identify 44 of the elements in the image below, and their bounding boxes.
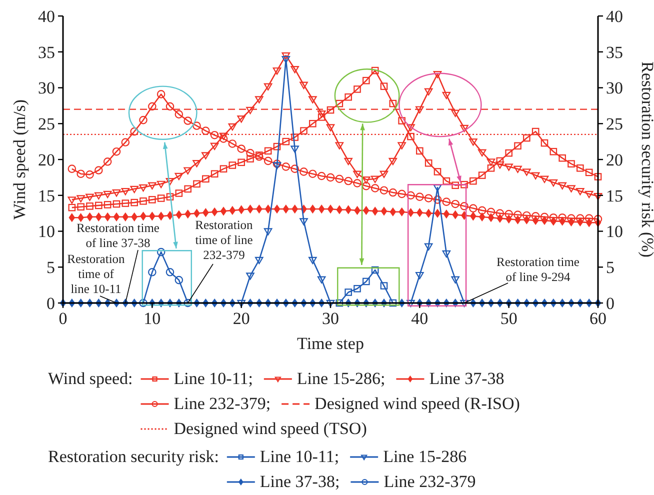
x-tick-label: 10 [144, 309, 161, 328]
legend-label: Line 10-11; [174, 369, 253, 388]
y-tick-label: 35 [38, 42, 55, 62]
x-tick-label: 50 [500, 309, 518, 328]
y2-tick-label: 25 [606, 114, 623, 134]
y2-tick-label: 0 [606, 294, 614, 313]
y-axis-title: Wind speed (m/s) [10, 99, 29, 220]
y-tick-label: 0 [46, 294, 55, 313]
legend-label: Line 232-379 [384, 472, 476, 491]
y2-tick-label: 15 [606, 186, 623, 206]
y-tick-label: 15 [38, 186, 55, 206]
annotation: Restoration time of line 37-38 [76, 221, 160, 250]
y-tick-label: 10 [38, 222, 55, 242]
x-tick-label: 40 [411, 309, 428, 328]
legend-label: Line 15-286; [296, 369, 386, 388]
y2-tick-label: 40 [606, 6, 623, 26]
x-tick-label: 20 [232, 309, 250, 328]
legend-label: Line 37-38 [429, 369, 504, 388]
y2-tick-label: 30 [606, 78, 623, 98]
y2-axis-title: Restoration security risk (%) [638, 62, 654, 258]
x-tick-label: 60 [590, 309, 606, 328]
x-tick-label: 0 [58, 309, 68, 328]
legend-label: Line 232-379; [174, 394, 271, 413]
y-tick-label: 25 [38, 114, 55, 134]
text: Wind speed: [48, 369, 133, 388]
y2-tick-label: 10 [606, 222, 623, 242]
legend-label: Line 15-286 [383, 447, 467, 466]
legend-label: Line 10-11; [260, 447, 340, 466]
legend-label: Designed wind speed (R-ISO) [314, 394, 520, 413]
y2-tick-label: 5 [606, 258, 614, 278]
annotation: Restoration time of line 10-11 [67, 252, 126, 296]
y2-tick-label: 35 [606, 42, 623, 62]
x-tick-label: 30 [322, 309, 339, 328]
y-tick-label: 40 [38, 6, 55, 26]
legend-label: Line 37-38; [260, 472, 340, 491]
annotation: Restoration time of line 9-294 [496, 255, 580, 284]
legend-label: Designed wind speed (TSO) [174, 419, 367, 438]
x-axis-title: Time step [297, 334, 364, 353]
y-tick-label: 5 [46, 258, 55, 278]
y2-tick-label: 20 [606, 150, 623, 170]
text: Restoration security risk: [48, 447, 219, 466]
y-tick-label: 20 [38, 150, 55, 170]
annotation: Restoration time of line 232-379 [195, 218, 254, 262]
y-tick-label: 30 [38, 78, 55, 98]
